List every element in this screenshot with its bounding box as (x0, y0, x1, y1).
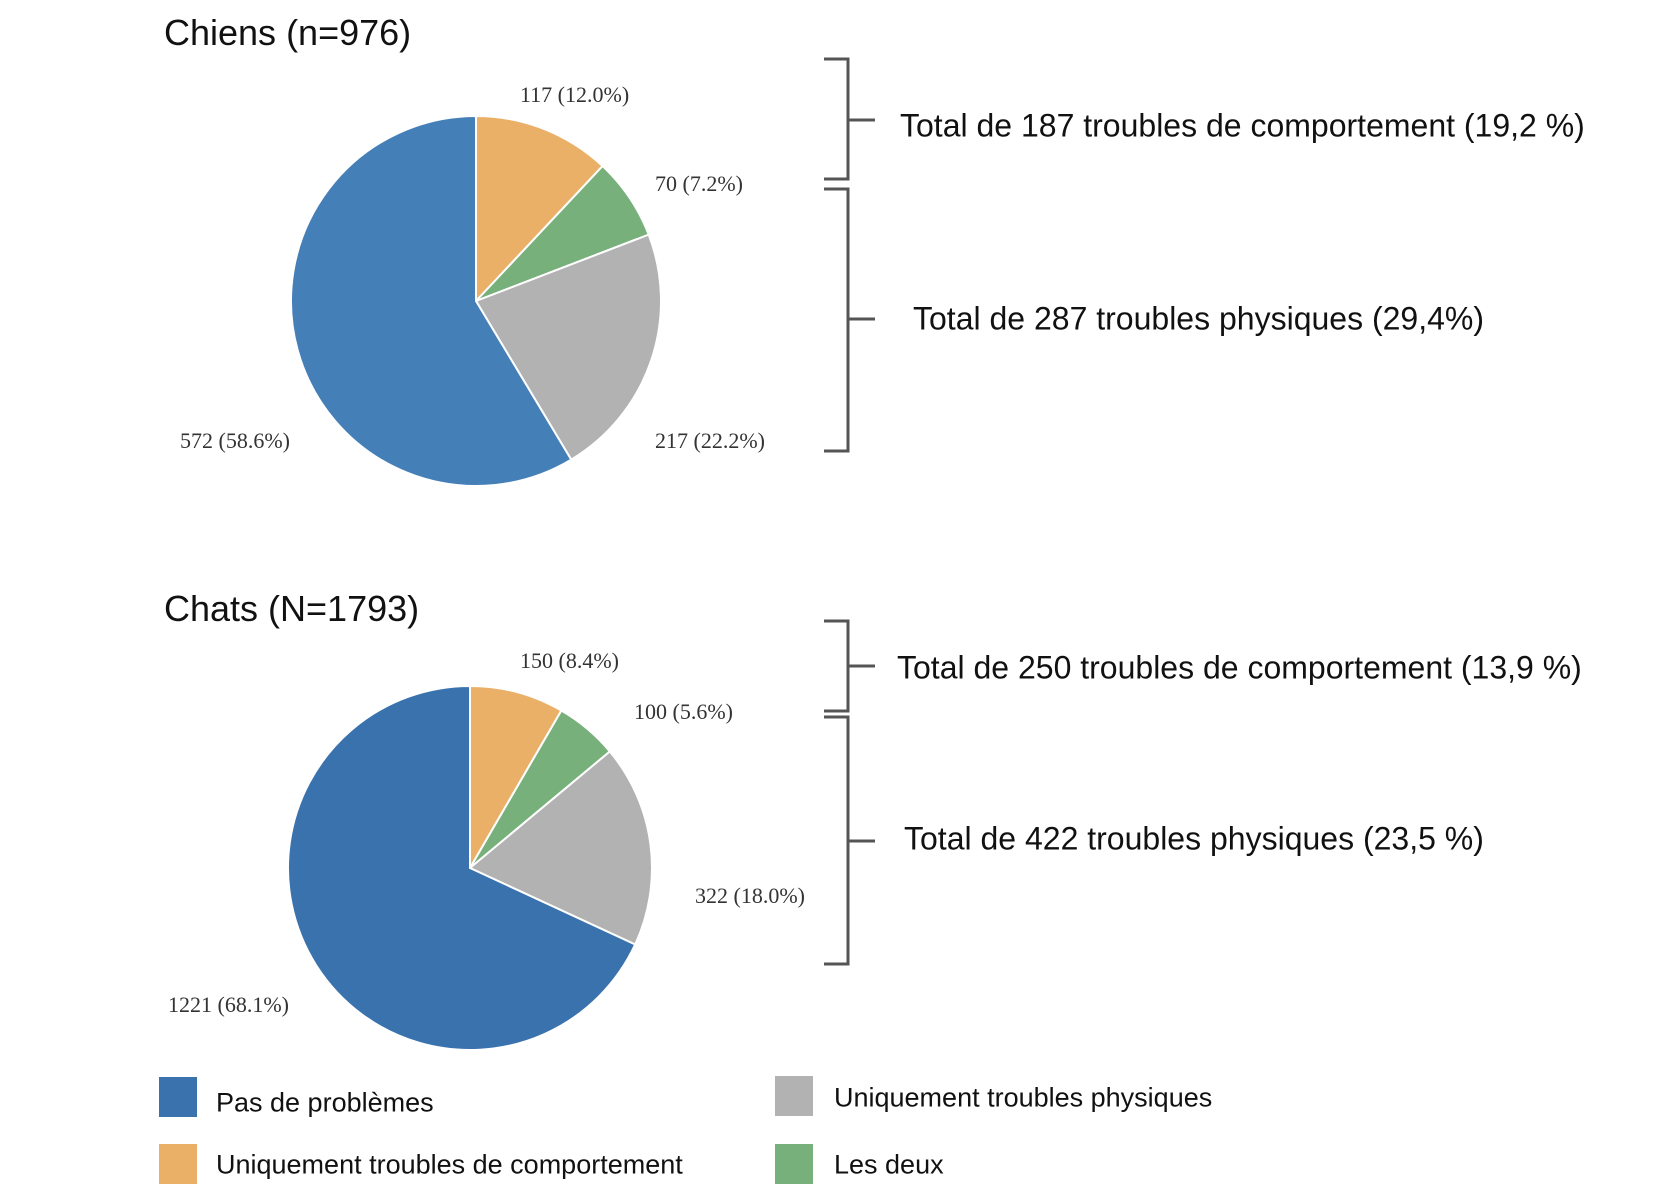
legend-swatch-behaviour (159, 1144, 197, 1184)
legend-label-physical: Uniquement troubles physiques (834, 1082, 1213, 1113)
cats-label-none: 1221 (68.1%) (168, 992, 289, 1017)
legend-swatch-none (159, 1077, 197, 1117)
cats-bracket-behaviour (824, 619, 875, 713)
dogs-label-none: 572 (58.6%) (180, 428, 290, 453)
legend-label-behaviour: Uniquement troubles de comportement (216, 1149, 683, 1180)
cats-label-both: 100 (5.6%) (634, 699, 733, 724)
dogs-label-physical: 217 (22.2%) (655, 428, 765, 453)
legend-swatch-physical (775, 1076, 813, 1116)
dogs-total-behaviour: Total de 187 troubles de comportement (1… (900, 107, 1585, 144)
cats-total-physical: Total de 422 troubles physiques (23,5 %) (904, 820, 1484, 857)
cats-slice-behaviour (469, 684, 563, 872)
dogs-bracket-physical (824, 187, 875, 453)
cats-label-physical: 322 (18.0%) (695, 883, 805, 908)
legend-swatch-both (775, 1144, 813, 1184)
dogs-slice-physical (474, 233, 662, 461)
legend-label-both: Les deux (834, 1149, 944, 1180)
cats-label-behaviour: 150 (8.4%) (520, 648, 619, 673)
dogs-bracket-behaviour (824, 57, 875, 181)
dogs-label-behaviour: 117 (12.0%) (520, 82, 630, 107)
cats-bracket-physical (824, 715, 875, 966)
cats-slice-physical (468, 750, 653, 946)
dogs-label-both: 70 (7.2%) (655, 171, 743, 196)
cats-title: Chats (N=1793) (164, 588, 420, 629)
dogs-total-physical: Total de 287 troubles physiques (29,4%) (913, 300, 1485, 337)
cats-slice-none (287, 684, 637, 1051)
dogs-slice-behaviour (475, 114, 604, 304)
cats-total-behaviour: Total de 250 troubles de comportement (1… (897, 649, 1582, 686)
dogs-slice-none (290, 114, 573, 487)
legend-label-none: Pas de problèmes (216, 1087, 434, 1118)
dogs-title: Chiens (n=976) (164, 12, 412, 53)
